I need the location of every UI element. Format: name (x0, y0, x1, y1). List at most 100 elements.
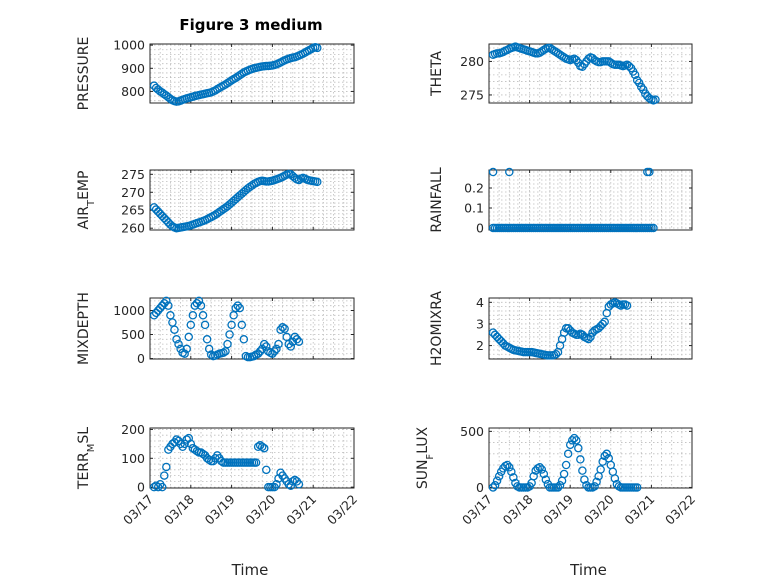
data-point (223, 339, 232, 349)
data-point (507, 467, 516, 476)
x-tick-label: 03/17 (459, 492, 495, 528)
data-point (155, 303, 165, 313)
data-point (509, 473, 518, 482)
series-markers (488, 298, 632, 360)
axes-box (488, 297, 693, 360)
data-point (553, 483, 563, 492)
data-point (600, 451, 609, 461)
axes-box (488, 427, 693, 489)
data-point (488, 167, 498, 177)
data-point (192, 299, 202, 308)
y-tick-label: 275 (460, 87, 484, 102)
data-point (259, 339, 269, 349)
data-point (639, 85, 648, 94)
y-axis-label: MIXDEPTH (76, 292, 92, 365)
y-tick-label: 500 (460, 424, 484, 439)
axes-box (488, 43, 693, 104)
series-markers (149, 42, 322, 106)
data-point (235, 303, 245, 313)
y-tick-label: 1000 (113, 303, 145, 318)
data-point (561, 460, 571, 470)
data-point (555, 480, 565, 490)
data-point (505, 167, 514, 177)
y-tick-label: 260 (121, 221, 145, 236)
data-point (592, 477, 601, 487)
y-tick-label: 900 (121, 61, 145, 76)
data-point (529, 471, 538, 481)
subplot-mixdepth: 0 500 1000 MIXDEPTH (76, 292, 355, 366)
data-point (584, 54, 593, 64)
data-point (580, 475, 589, 484)
data-point (290, 173, 300, 183)
data-point (559, 469, 569, 479)
data-point (200, 320, 210, 330)
data-point (286, 481, 296, 490)
data-point (186, 320, 196, 330)
data-point (272, 479, 281, 489)
data-point (590, 482, 599, 491)
data-point (172, 335, 181, 344)
series-markers (488, 167, 658, 233)
data-point (651, 95, 660, 104)
y-axis-label: AIRTEMP (76, 171, 97, 230)
data-point (160, 471, 169, 480)
x-tick-label: 03/19 (202, 491, 238, 527)
y-tick-label: 0 (476, 480, 484, 495)
y-tick-label: 0 (137, 351, 145, 366)
data-point (253, 442, 263, 451)
y-tick-label: 100 (121, 451, 145, 466)
data-point (600, 317, 609, 327)
data-point (565, 440, 575, 450)
figure-title: Figure 3 medium (179, 16, 322, 34)
subplot-h2omixra: 2 3 4 H2OMIXRA (429, 291, 693, 366)
data-point (578, 466, 587, 475)
y-tick-label: 0.1 (464, 201, 484, 216)
data-point (284, 339, 293, 349)
data-point (503, 460, 512, 470)
x-tick-label: 03/22 (324, 492, 360, 528)
data-point (270, 347, 279, 356)
y-tick-label: 0 (137, 480, 145, 495)
y-tick-label: 275 (121, 167, 145, 182)
series-markers (488, 42, 660, 105)
data-point (180, 349, 189, 358)
data-point (649, 223, 658, 233)
data-point (184, 332, 194, 342)
y-tick-label: 265 (121, 203, 145, 218)
data-point (157, 301, 167, 310)
data-point (278, 323, 287, 332)
subplot-theta: 275 280 THETA (429, 42, 693, 105)
data-point (268, 349, 277, 358)
y-tick-label: 270 (121, 185, 145, 200)
data-point (219, 348, 228, 358)
data-point (274, 339, 283, 349)
data-point (264, 347, 273, 356)
data-point (596, 465, 605, 474)
data-point (251, 458, 261, 467)
data-point (610, 474, 620, 483)
data-point (563, 449, 573, 459)
data-point (151, 481, 161, 490)
x-tick-label: 03/17 (120, 492, 156, 528)
data-point (622, 301, 632, 310)
data-point (572, 436, 581, 445)
data-point (602, 449, 611, 459)
y-axis-label: THETA (429, 51, 445, 97)
data-point (505, 463, 514, 472)
data-point (574, 443, 583, 453)
y-tick-label: 200 (121, 422, 145, 437)
data-point (233, 301, 242, 310)
x-tick-label: 03/21 (283, 492, 319, 528)
data-point (194, 296, 204, 306)
x-axis-label: Time (231, 561, 269, 579)
data-point (632, 483, 642, 492)
data-point (570, 433, 579, 443)
data-point (584, 334, 593, 344)
subplot-pressure: 800 900 1000 PRESSURE (76, 37, 355, 110)
data-point (645, 167, 654, 177)
axes-box (149, 43, 355, 104)
subplot-sun_flux: 0 500 03/17 03/18 03/19 03/20 03/21 03/22 SUNFLU… (415, 424, 698, 579)
data-point (645, 94, 654, 103)
data-point (184, 433, 194, 443)
data-point (290, 332, 300, 342)
